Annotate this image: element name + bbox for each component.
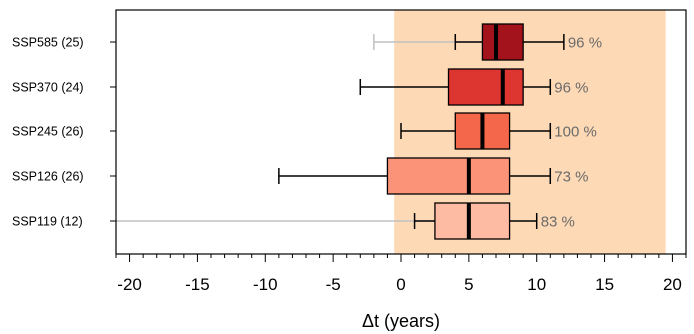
x-tick-label: 0 [396, 275, 405, 294]
category-label: SSP245 (26) [12, 125, 84, 139]
percent-label: 83 % [541, 214, 575, 231]
percent-label: 96 % [568, 35, 602, 52]
x-tick-label: 10 [527, 275, 546, 294]
x-tick-label: -15 [185, 275, 210, 294]
box [386, 157, 511, 195]
x-tick-label: -5 [326, 275, 341, 294]
category-label: SSP119 (12) [12, 215, 83, 229]
percent-label: 100 % [554, 124, 597, 141]
box [434, 202, 511, 240]
percent-label: 96 % [554, 80, 588, 97]
category-label: SSP585 (25) [12, 36, 84, 50]
x-tick-label: 15 [595, 275, 614, 294]
category-label: SSP370 (24) [12, 81, 84, 95]
box [481, 23, 524, 61]
x-tick-label: 5 [464, 275, 473, 294]
x-tick-label: 20 [663, 275, 682, 294]
x-tick-label: -20 [117, 275, 142, 294]
x-tick-label: -10 [253, 275, 278, 294]
box [447, 68, 524, 106]
category-label: SSP126 (26) [12, 170, 84, 184]
x-axis-title: Δt (years) [362, 311, 440, 331]
percent-label: 73 % [554, 169, 588, 186]
